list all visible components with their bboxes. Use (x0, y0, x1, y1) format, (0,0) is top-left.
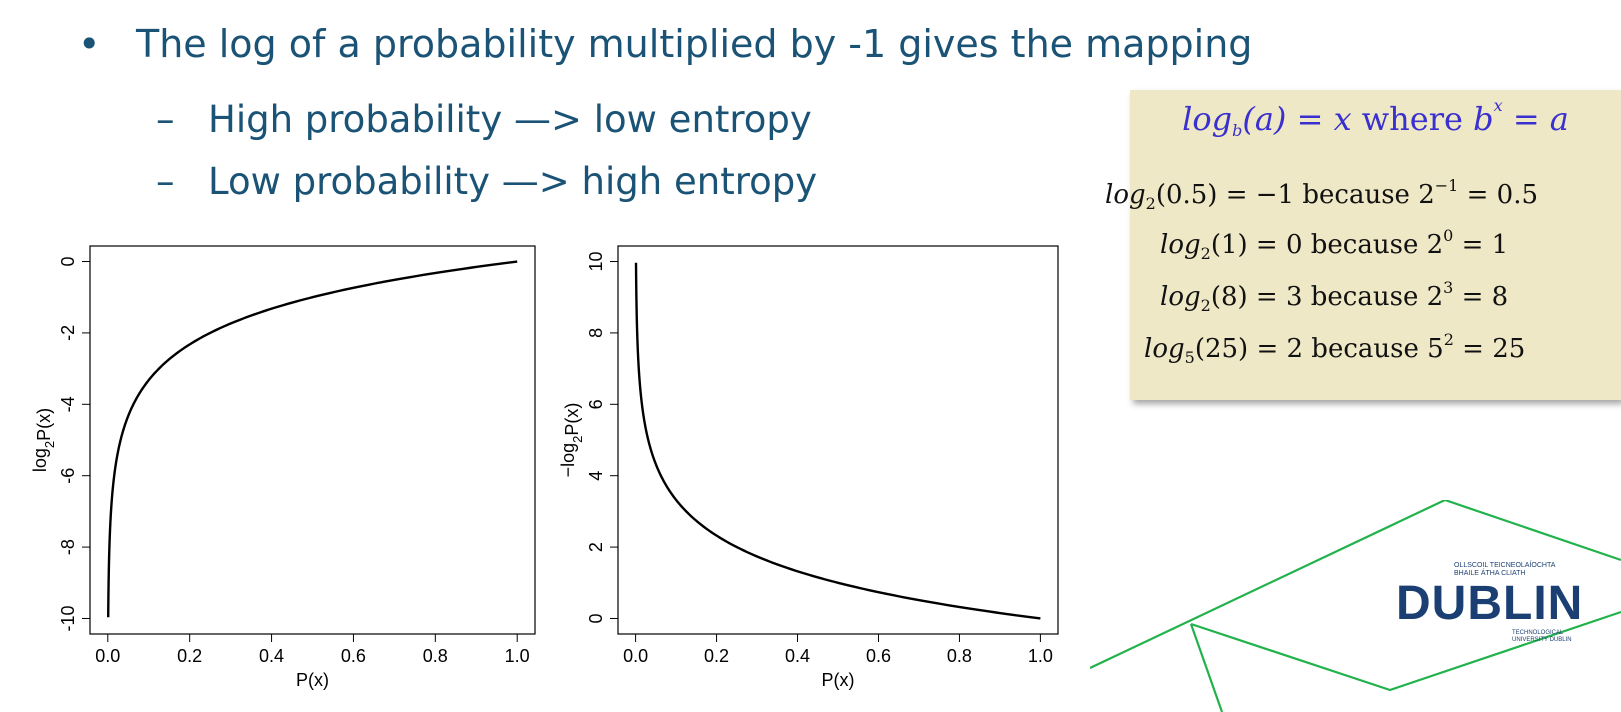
row-because: because (1302, 230, 1427, 260)
row-base: 2 (1200, 244, 1211, 263)
row-log: log (1105, 180, 1146, 210)
header-rhs: = a (1502, 100, 1569, 138)
bullet-main-text: The log of a probability multiplied by -… (136, 22, 1253, 66)
row-log: log (1160, 282, 1201, 312)
header-exp: x (1493, 96, 1503, 115)
y-tick-label: -2 (58, 325, 78, 341)
log-definition-header: logb(a) = x where bx = a (1130, 96, 1621, 140)
example-row: log5(25) = 2 because 52 = 25 (1144, 330, 1526, 367)
row-arg: (1) = 0 (1210, 230, 1303, 260)
row-base: 2 (1200, 296, 1211, 315)
row-pow-base: 2 (1426, 282, 1444, 312)
header-arg: (a) = x (1242, 100, 1352, 138)
x-tick-label: 0.6 (341, 646, 366, 666)
log2-chart: 0.0 0.2 0.4 0.6 0.8 1.0 0 -2 -4 -6 -8 -10 P(x) log2P(… (30, 245, 536, 690)
row-pow-base: 2 (1426, 230, 1444, 260)
tu-dublin-logo: OLLSCOIL TEICNEOLAÍOCHTA BHAILE ÁTHA CLI… (1392, 548, 1592, 658)
y-tick-label: 6 (586, 399, 606, 409)
log-definition-box: logb(a) = x where bx = a log2(0.5) = −1 … (1105, 90, 1621, 400)
x-tick-label: 1.0 (505, 646, 530, 666)
logo-english-text: TECHNOLOGICAL UNIVERSITY DUBLIN (1512, 630, 1572, 644)
row-pow-exp: 3 (1443, 278, 1454, 297)
sub-marker: – (156, 160, 175, 203)
logo-wordmark: DUBLIN (1396, 577, 1584, 630)
example-row: log2(0.5) = −1 because 2−1 = 0.5 (1105, 176, 1539, 213)
logo-irish-line-2: BHAILE ÁTHA CLIATH (1454, 570, 1526, 577)
x-tick-label: 0.6 (866, 646, 891, 666)
neg-log2-chart: 0.0 0.2 0.4 0.6 0.8 1.0 0 2 4 6 8 10 P(x) −log2P(x) (558, 245, 1059, 690)
row-because: because (1294, 180, 1419, 210)
y-tick-label: -4 (58, 396, 78, 412)
row-pow-base: 2 (1418, 180, 1435, 210)
row-pow-exp: 2 (1443, 330, 1454, 349)
row-arg: (0.5) = −1 (1155, 180, 1295, 210)
series-line (107, 260, 518, 618)
row-base: 2 (1145, 194, 1156, 213)
sub-bullet-high: – High probability —> low entropy (156, 98, 812, 141)
bullet-main: • The log of a probability multiplied by … (78, 22, 1252, 66)
x-tick-label: 0.8 (423, 646, 448, 666)
row-log: log (1144, 334, 1185, 364)
y-tick-label: 10 (586, 252, 606, 272)
bullet-marker: • (78, 22, 101, 66)
row-result: = 0.5 (1458, 180, 1539, 210)
y-tick-label: -10 (58, 605, 78, 631)
row-result: = 1 (1453, 230, 1509, 260)
logo-english-line-2: UNIVERSITY DUBLIN (1512, 637, 1572, 643)
row-arg: (25) = 2 (1194, 334, 1304, 364)
x-tick-label: 0.0 (623, 646, 648, 666)
row-pow-exp: 0 (1443, 226, 1454, 245)
y-axis-label: −log2P(x) (558, 403, 585, 478)
row-base: 5 (1184, 348, 1195, 367)
row-result: = 8 (1453, 282, 1509, 312)
logo-english-line-1: TECHNOLOGICAL (1512, 630, 1564, 636)
y-axis-label: log2P(x) (30, 408, 57, 472)
row-pow-exp: −1 (1434, 176, 1459, 195)
logo-irish-text: OLLSCOIL TEICNEOLAÍOCHTA BHAILE ÁTHA CLI… (1454, 562, 1555, 578)
plot-frame (89, 245, 536, 635)
example-row: log2(1) = 0 because 20 = 1 (1160, 226, 1509, 263)
x-tick-label: 0.4 (259, 646, 284, 666)
sub-bullet-high-text: High probability —> low entropy (208, 98, 812, 141)
y-tick-label: -6 (58, 468, 78, 484)
x-axis-label: P(x) (822, 670, 855, 690)
y-tick-label: 0 (586, 613, 606, 623)
logo-irish-line-1: OLLSCOIL TEICNEOLAÍOCHTA (1454, 562, 1556, 569)
row-because: because (1303, 334, 1428, 364)
y-tick-label: 0 (58, 257, 78, 267)
x-tick-label: 0.2 (704, 646, 729, 666)
plot-frame (617, 245, 1059, 635)
example-row: log2(8) = 3 because 23 = 8 (1160, 278, 1509, 315)
sub-bullet-low: – Low probability —> high entropy (156, 160, 817, 203)
x-tick-label: 1.0 (1028, 646, 1053, 666)
header-log: log (1182, 100, 1233, 138)
x-tick-label: 0.4 (785, 646, 810, 666)
row-because: because (1302, 282, 1427, 312)
sub-bullet-low-text: Low probability —> high entropy (208, 160, 818, 203)
row-log: log (1160, 230, 1201, 260)
x-tick-label: 0.2 (177, 646, 202, 666)
header-sub: b (1232, 121, 1243, 140)
row-pow-base: 5 (1427, 334, 1444, 364)
x-axis-label: P(x) (296, 670, 329, 690)
series-line (634, 262, 1041, 620)
header-base: b (1473, 100, 1494, 138)
x-tick-label: 0.8 (947, 646, 972, 666)
x-tick-label: 0.0 (95, 646, 120, 666)
row-arg: (8) = 3 (1210, 282, 1303, 312)
row-result: = 25 (1453, 334, 1526, 364)
decorative-green-lines (1090, 500, 1621, 712)
header-where: where (1351, 100, 1474, 138)
y-tick-label: 2 (586, 542, 606, 552)
y-tick-label: -8 (58, 539, 78, 555)
sub-marker: – (156, 98, 175, 141)
y-tick-label: 4 (586, 471, 606, 481)
y-tick-label: 8 (586, 328, 606, 338)
